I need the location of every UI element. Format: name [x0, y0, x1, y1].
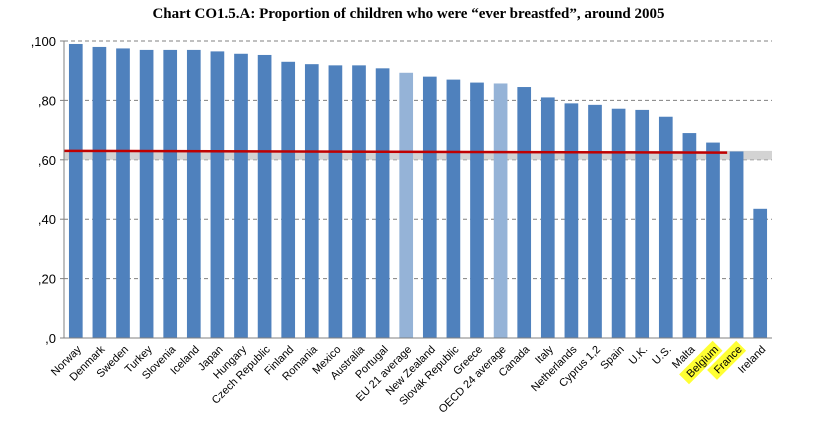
bar-iceland — [186, 49, 201, 338]
axes — [60, 40, 772, 339]
y-tick-label: ,80 — [38, 93, 56, 108]
bar-romania — [304, 64, 319, 338]
bar-oecd-24-average — [493, 83, 508, 338]
bar-sweden — [116, 48, 130, 339]
bar-u-k- — [635, 109, 650, 339]
bar-slovenia — [163, 49, 178, 338]
y-tick-label: ,20 — [38, 272, 56, 287]
y-tick-label: ,40 — [38, 212, 56, 227]
bar-norway — [68, 43, 83, 338]
shaded-band — [64, 150, 772, 160]
y-tick-label: ,60 — [38, 153, 56, 168]
reference-line-mark — [63, 149, 728, 154]
x-tick-group: U.K. — [627, 344, 651, 368]
x-tick-labels: NorwayDenmarkSwedenTurkeySloveniaIceland… — [49, 340, 768, 416]
chart-title: Chart CO1.5.A: Proportion of children wh… — [152, 6, 665, 22]
bar-turkey — [139, 49, 154, 338]
bar-slovak-republic — [446, 79, 461, 339]
bar-finland — [281, 61, 296, 338]
x-tick-group: Spain — [598, 344, 626, 372]
bar-mexico — [328, 65, 343, 338]
bar-japan — [210, 51, 225, 339]
shaded-band-rect — [64, 150, 772, 160]
bar-denmark — [92, 46, 107, 338]
y-tick-label: ,100 — [31, 34, 56, 49]
y-tick-label: ,0 — [45, 331, 56, 346]
bar-italy — [540, 97, 555, 339]
bars — [68, 43, 768, 339]
bar-spain — [611, 108, 626, 338]
bar-malta — [682, 133, 697, 338]
bar-netherlands — [564, 103, 579, 339]
highlight-rect — [679, 340, 723, 385]
bar-u-s- — [658, 116, 673, 338]
bar-canada — [517, 87, 532, 338]
y-tick-labels: ,0 ,20 ,40 ,60 ,80 ,100 — [31, 34, 56, 346]
bar-belgium — [706, 142, 720, 338]
bar-czech-republic — [257, 54, 272, 339]
bar-ireland — [753, 208, 768, 338]
highlight-rect — [707, 340, 747, 380]
reference-line — [63, 149, 728, 154]
bar-cyprus-1-2 — [588, 104, 602, 338]
bar-new-zealand — [422, 76, 437, 338]
x-tick-label: U.K. — [627, 344, 651, 368]
bar-australia — [352, 65, 366, 338]
bar-greece — [470, 82, 484, 338]
x-tick-label: Spain — [598, 344, 626, 372]
bar-hungary — [234, 53, 248, 339]
bar-eu-21-average — [399, 72, 414, 339]
bar-portugal — [375, 68, 390, 338]
bar-france — [729, 151, 744, 338]
